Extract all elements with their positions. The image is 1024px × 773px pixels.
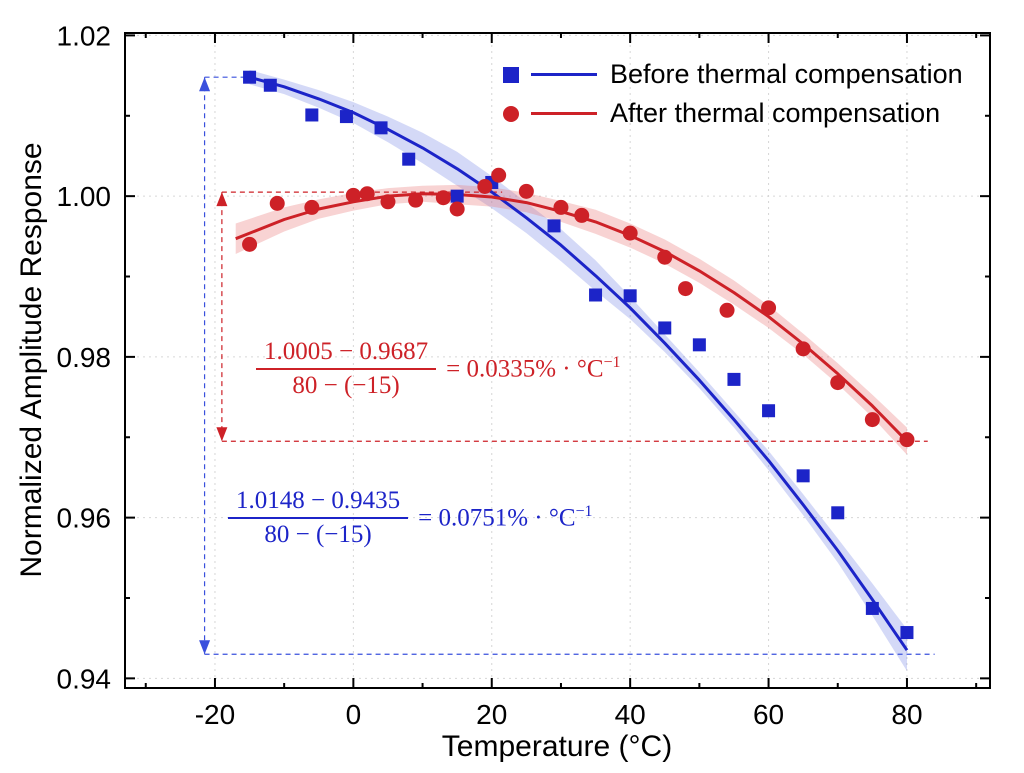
fit-curve-1 [235,192,909,443]
data-point-circle [761,300,777,316]
y-tick-label: 1.02 [57,20,112,51]
annotation-blue-slope: 1.0148 − 0.9435 80 − (−15) = 0.0751% · °… [228,487,593,549]
data-point-square [692,338,706,352]
data-point-circle [242,236,258,252]
legend-circle-marker-icon [503,105,519,122]
red-formula-result: = 0.0335% · °C−1 [446,354,620,383]
data-point-circle [678,281,694,297]
blue-result-superscript: −1 [575,503,593,521]
x-tick-label: 80 [891,699,922,730]
red-fraction-numerator: 1.0005 − 0.9687 [256,338,437,370]
data-point-square [727,372,741,386]
data-point-circle [491,167,507,183]
data-point-circle [449,201,465,217]
x-tick-label: 20 [476,699,507,730]
data-point-circle [518,183,534,199]
data-point-circle [304,199,320,215]
y-tick-label: 0.94 [57,663,112,694]
legend-item-after: After thermal compensation [503,96,963,131]
data-point-circle [574,207,590,223]
red-fraction-denominator: 80 − (−15) [292,372,400,399]
red-result-superscript: −1 [603,354,621,372]
data-point-square [762,404,776,418]
data-point-square [796,469,810,483]
data-point-square [339,110,353,124]
refs-layer [199,76,935,655]
blue-fraction-denominator: 80 − (−15) [264,521,372,548]
data-point-circle [359,186,375,202]
data-point-circle [657,249,673,265]
data-point-square [547,219,561,233]
data-point-circle [477,179,493,195]
data-point-circle [435,190,451,206]
confidence-band-1 [235,184,907,455]
x-tick-label: -20 [195,699,235,730]
legend-line-before [531,73,597,76]
x-tick-label: 60 [753,699,784,730]
data-point-square [589,288,603,302]
red-result-text: = 0.0335% · °C [446,355,604,383]
legend-square-marker-icon [503,66,519,83]
legend-line-after [531,112,597,115]
grid-layer [125,33,990,688]
y-tick-label: 0.96 [57,503,112,534]
arrowhead-down-icon [216,427,228,442]
data-point-square [450,189,464,203]
x-tick-label: 40 [615,699,646,730]
legend: Before thermal compensation After therma… [503,57,963,131]
annotation-red-slope: 1.0005 − 0.9687 80 − (−15) = 0.0335% · °… [256,338,621,400]
y-tick-label: 0.98 [57,342,112,373]
data-point-square [374,121,388,135]
legend-item-before: Before thermal compensation [503,57,963,92]
data-point-circle [830,375,846,391]
blue-formula-result: = 0.0751% · °C−1 [418,503,592,532]
axis-layer: -20 0 20 40 60 80 0.94 0.96 0.98 1.00 1.02 [57,20,991,730]
data-point-circle [795,341,811,357]
red-fraction: 1.0005 − 0.9687 80 − (−15) [256,338,437,400]
data-point-circle [622,225,638,241]
data-point-circle [380,194,396,210]
plot-frame [124,32,991,689]
x-axis-title: Temperature (°C) [441,730,673,763]
data-point-square [831,506,845,520]
data-point-square [658,321,672,335]
data-point-square [402,152,416,166]
data-point-square [900,626,914,640]
x-tick-label: 0 [346,699,362,730]
legend-label-before: Before thermal compensation [610,59,963,89]
data-point-circle [269,195,285,211]
fit-curve-0 [249,75,909,652]
blue-fraction: 1.0148 − 0.9435 80 − (−15) [228,487,409,549]
legend-label-after: After thermal compensation [610,98,941,128]
arrowhead-up-icon [199,77,211,92]
data-point-square [305,108,319,122]
data-point-square [243,70,257,84]
blue-result-text: = 0.0751% · °C [418,504,576,532]
data-point-square [263,78,277,92]
y-axis-title: Normalized Amplitude Response [15,142,48,578]
arrowhead-up-icon [216,192,228,207]
markers-layer [242,70,915,640]
arrowhead-down-icon [199,640,211,655]
data-point-square [865,601,879,615]
blue-fraction-numerator: 1.0148 − 0.9435 [228,487,409,519]
data-point-circle [864,412,880,428]
y-tick-label: 1.00 [57,181,112,212]
data-point-square [623,289,637,303]
data-point-circle [719,302,735,318]
data-point-circle [553,199,569,215]
data-point-circle [345,187,361,203]
data-point-circle [899,432,915,448]
data-point-circle [408,192,424,208]
